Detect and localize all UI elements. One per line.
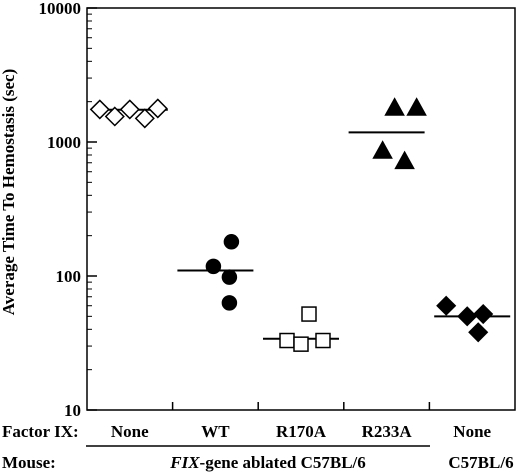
- y-axis: 10 100 1000 10000: [39, 0, 97, 420]
- factor-row-label: Factor IX:: [2, 422, 79, 441]
- triangle-filled-point: [384, 97, 405, 116]
- category-label: R233A: [362, 422, 413, 441]
- diamond-filled-point: [436, 295, 457, 316]
- category-label: WT: [201, 422, 230, 441]
- diamond-filled-point: [457, 306, 478, 327]
- circle-filled-point: [221, 295, 238, 311]
- diamond-open-point: [89, 99, 110, 120]
- y-tick-label: 10: [64, 401, 81, 420]
- circle-filled-point: [221, 269, 238, 285]
- diamond-open-point: [104, 106, 125, 127]
- diamond-filled-point: [468, 322, 489, 343]
- category-label: None: [111, 422, 149, 441]
- data-points: [89, 97, 494, 352]
- y-tick-label: 1000: [47, 133, 81, 152]
- mouse-group-label-wildtype: C57BL/6: [448, 453, 513, 472]
- category-labels: None WT R170A R233A None: [111, 422, 492, 441]
- triangle-filled-point: [394, 150, 415, 170]
- square-open-point: [293, 336, 309, 352]
- square-open-point: [301, 306, 317, 322]
- category-label: None: [453, 422, 491, 441]
- diamond-open-point: [119, 99, 140, 120]
- circle-filled-point: [223, 234, 240, 250]
- y-tick-label: 100: [56, 267, 82, 286]
- mouse-group-prefix: FIX: [169, 453, 200, 472]
- diamond-filled-point: [473, 303, 494, 325]
- triangle-filled-point: [372, 140, 393, 159]
- circle-filled-point: [205, 258, 222, 275]
- mouse-group-suffix: -gene ablated C57BL/6: [200, 453, 366, 472]
- square-open-point: [279, 332, 295, 349]
- mouse-row-label: Mouse:: [2, 453, 56, 472]
- mouse-group-label-ablated: FIX-gene ablated C57BL/6: [169, 453, 366, 472]
- diamond-open-point: [134, 108, 155, 129]
- diamond-open-point: [147, 98, 168, 119]
- y-axis-label: Average Time To Hemostasis (sec): [0, 69, 18, 315]
- plot-frame: [86, 7, 516, 411]
- triangle-filled-point: [406, 97, 427, 116]
- category-label: R170A: [276, 422, 327, 441]
- plot-border: [86, 7, 516, 411]
- y-tick-label: 10000: [39, 0, 82, 18]
- square-open-point: [315, 332, 331, 349]
